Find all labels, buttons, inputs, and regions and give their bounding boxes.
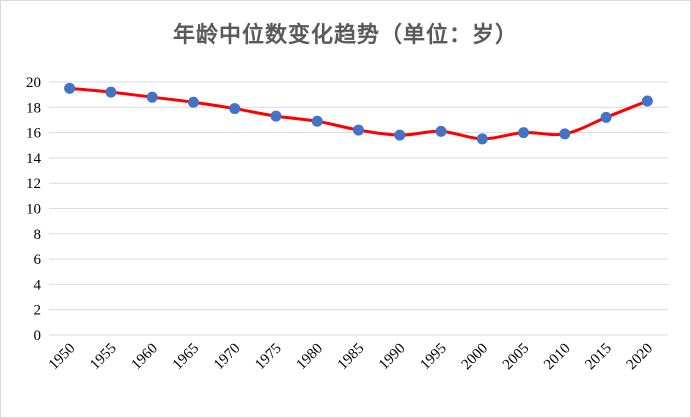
x-tick-label: 2015 xyxy=(582,341,615,374)
y-tick-label: 20 xyxy=(26,75,41,91)
y-tick-label: 0 xyxy=(34,328,42,344)
x-tick-label: 1975 xyxy=(252,341,285,374)
x-tick-label: 1985 xyxy=(335,341,368,374)
data-point xyxy=(105,86,117,98)
x-tick-label: 2005 xyxy=(500,341,533,374)
x-axis-tick-labels: 1950 1955 1960 1965 1970 1975 1980 1985 1990 1995… xyxy=(46,341,656,374)
x-tick-label: 1995 xyxy=(417,341,450,374)
data-point xyxy=(353,124,364,136)
y-tick-label: 10 xyxy=(26,202,41,218)
y-tick-label: 6 xyxy=(34,252,42,268)
y-tick-label: 8 xyxy=(34,227,42,243)
data-point xyxy=(64,82,76,94)
x-tick-label: 1970 xyxy=(211,341,244,374)
data-point xyxy=(270,110,282,122)
data-point xyxy=(641,95,653,107)
data-point xyxy=(146,91,158,103)
y-tick-label: 16 xyxy=(26,126,42,142)
data-point xyxy=(435,125,447,137)
x-tick-label: 2010 xyxy=(541,341,574,374)
x-tick-label: 1955 xyxy=(87,341,120,374)
x-tick-label: 1980 xyxy=(294,341,327,374)
data-point xyxy=(559,128,571,140)
data-point xyxy=(311,115,323,127)
data-point xyxy=(187,96,199,108)
y-tick-label: 4 xyxy=(34,277,42,293)
data-point xyxy=(229,103,241,115)
y-tick-label: 14 xyxy=(26,151,42,167)
x-tick-label: 1990 xyxy=(376,341,409,374)
y-tick-label: 2 xyxy=(34,303,42,319)
x-tick-label: 2000 xyxy=(459,341,492,374)
x-tick-label: 1965 xyxy=(170,341,203,374)
y-axis-tick-labels: 0 2 4 6 8 10 12 14 16 18 20 xyxy=(26,75,42,344)
data-point xyxy=(600,111,612,123)
data-markers xyxy=(64,82,653,145)
data-point xyxy=(394,129,406,141)
y-tick-label: 12 xyxy=(26,176,41,192)
x-tick-label: 1950 xyxy=(46,341,79,374)
data-point xyxy=(518,127,530,139)
x-tick-label: 2020 xyxy=(624,341,657,374)
y-tick-label: 18 xyxy=(26,100,41,116)
chart-title: 年龄中位数变化趋势（单位：岁） xyxy=(172,22,518,48)
data-point xyxy=(476,133,488,145)
gridlines xyxy=(49,81,668,336)
x-tick-label: 1960 xyxy=(128,341,161,374)
